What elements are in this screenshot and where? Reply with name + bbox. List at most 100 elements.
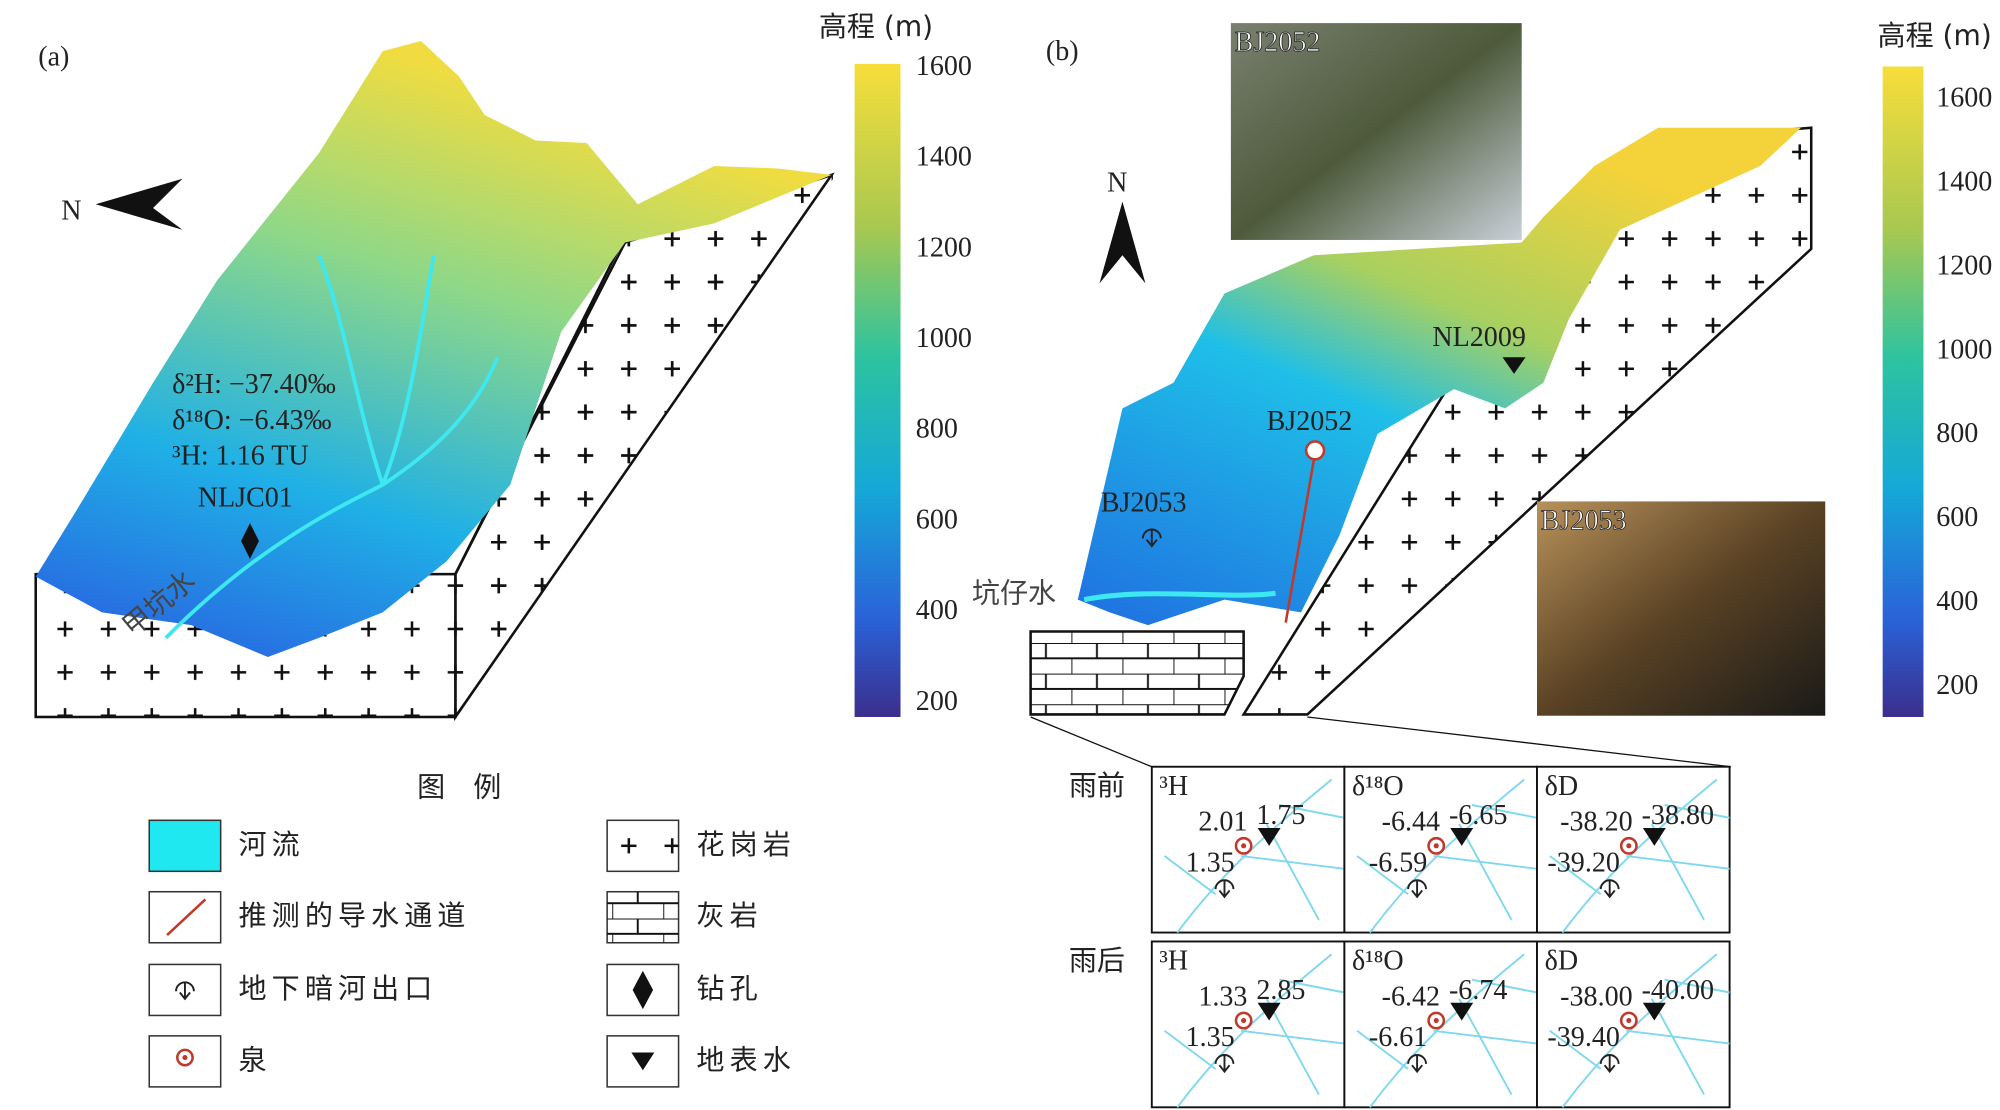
outlet-symbol — [1407, 1054, 1427, 1074]
isotope-label: δ¹⁸O — [1352, 946, 1404, 977]
colorbar-tick-label: 1000 — [916, 323, 972, 354]
river-network — [1549, 953, 1730, 1108]
row-label: 雨前 — [1069, 769, 1125, 802]
outlet-symbol — [1407, 879, 1427, 899]
photo-label: BJ2052 — [1235, 27, 1321, 58]
outlet-symbol — [1214, 1054, 1235, 1074]
colorbar-tick-label: 800 — [1936, 418, 1978, 449]
borehole-symbol — [632, 970, 654, 1010]
value-label: -39.40 — [1547, 1022, 1619, 1053]
isotope-label: δ¹⁸O — [1352, 771, 1404, 802]
surface-water-symbol — [1642, 1002, 1666, 1021]
legend-label: 花岗岩 — [696, 828, 795, 861]
river-network — [1163, 778, 1345, 934]
colorbar-tick-label: 1400 — [916, 142, 972, 173]
spring-dot — [182, 1055, 188, 1061]
colorbar-title: 高程 (m) — [1878, 19, 1992, 52]
value-label: -40.00 — [1642, 975, 1714, 1006]
value-label: 1.35 — [1186, 1022, 1235, 1053]
site-label: BJ2052 — [1267, 406, 1353, 437]
legend-label: 河流 — [239, 828, 305, 861]
legend-label: 地表水 — [696, 1043, 795, 1076]
value-label: -38.80 — [1642, 800, 1714, 831]
photo-label: BJ2053 — [1541, 506, 1627, 537]
legend-box — [148, 819, 222, 873]
inset: 雨前 ³H 2.01 1.75 1.35 δ¹⁸O -6.44 -6.65 -6.59 δD -38… — [1069, 765, 1731, 1109]
value-label: -6.44 — [1382, 807, 1440, 838]
limestone-symbol — [607, 891, 679, 943]
value-label: -39.20 — [1547, 847, 1619, 878]
legend-label: 推测的导水通道 — [239, 899, 471, 932]
colorbar-tick-label: 1400 — [1936, 166, 1992, 197]
well-label: NLJC01 — [198, 483, 293, 514]
value-label: 1.75 — [1256, 800, 1305, 831]
isotope-label: δD — [1545, 771, 1578, 802]
colorbar-tick-label: 800 — [916, 414, 958, 445]
value-label: 2.85 — [1256, 975, 1305, 1006]
surface-water-symbol — [1502, 357, 1526, 374]
north-label: N — [61, 196, 81, 227]
value-label: -6.74 — [1449, 975, 1507, 1006]
river-network — [1549, 778, 1730, 934]
legend-label: 泉 — [239, 1043, 272, 1076]
spring-symbol — [1304, 440, 1326, 461]
surface-water-symbol — [1257, 827, 1281, 846]
surface-water-symbol — [1450, 1002, 1474, 1021]
photo — [1230, 23, 1522, 240]
spring-dot — [1433, 1018, 1439, 1024]
connector — [1307, 716, 1731, 768]
spring-dot — [1241, 843, 1247, 849]
legend-label: 钻孔 — [696, 972, 762, 1005]
colorbar-tick-label: 600 — [1936, 502, 1978, 533]
surface-water-symbol — [1642, 827, 1666, 846]
spring-dot — [1626, 843, 1632, 849]
north-arrow — [1099, 201, 1146, 284]
panel-label: (b) — [1046, 36, 1079, 67]
surface-water-symbol — [631, 1052, 655, 1071]
outlet-symbol — [1599, 879, 1620, 899]
outlet-symbol — [1141, 528, 1162, 548]
colorbar-tick-label: 1600 — [1936, 82, 1992, 113]
value-label: 1.35 — [1186, 847, 1235, 878]
river-label: 坑仔水 — [972, 577, 1056, 610]
annotation: ³H: 1.16 TU — [172, 440, 308, 471]
value-label: -38.00 — [1560, 981, 1632, 1012]
value-label: 2.01 — [1198, 807, 1247, 838]
north-label: N — [1107, 168, 1127, 199]
outlet-symbol — [1214, 879, 1235, 899]
annotation: δ²H: −37.40‰ — [172, 369, 336, 400]
legend-label: 地下暗河出口 — [239, 972, 438, 1005]
legend-title: 图 例 — [417, 770, 501, 803]
colorbar-tick-label: 400 — [916, 595, 958, 626]
legend-label: 灰岩 — [696, 899, 762, 932]
colorbar-tick-label: 1600 — [916, 51, 972, 82]
river-network — [1356, 953, 1538, 1108]
colorbar-title: 高程 (m) — [819, 10, 933, 43]
panel-label: (a) — [38, 41, 69, 72]
value-label: 1.33 — [1198, 981, 1247, 1012]
row-label: 雨后 — [1069, 944, 1125, 977]
colorbar — [1882, 66, 1924, 717]
isotope-label: δD — [1545, 946, 1578, 977]
surface-water-symbol — [1257, 1002, 1281, 1021]
river-network — [1163, 953, 1345, 1108]
isotope-label: ³H — [1159, 946, 1188, 977]
colorbar-tick-label: 200 — [916, 686, 958, 717]
panel-a-block — [34, 40, 835, 722]
spring-dot — [1433, 843, 1439, 849]
photo — [1536, 501, 1826, 716]
panel-b-block — [1029, 126, 1813, 716]
outlet-symbol — [175, 981, 195, 1001]
river-network — [1356, 778, 1538, 934]
well-symbol — [241, 523, 259, 559]
surface-water-symbol — [1450, 827, 1474, 846]
value-label: -6.42 — [1382, 981, 1440, 1012]
spring-dot — [1241, 1018, 1247, 1024]
conduit-symbol — [166, 898, 207, 937]
value-label: -38.20 — [1560, 807, 1632, 838]
colorbar-tick-label: 200 — [1936, 670, 1978, 701]
colorbar-tick-label: 1200 — [916, 232, 972, 263]
annotation: δ¹⁸O: −6.43‰ — [172, 405, 331, 436]
